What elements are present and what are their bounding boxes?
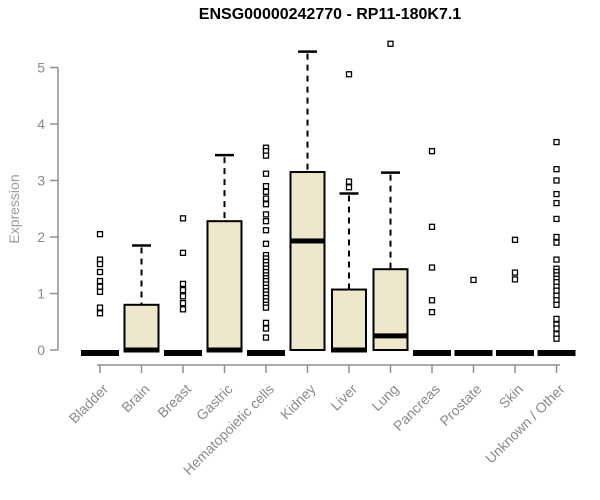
outlier-point-hematopoietic-cells — [262, 334, 270, 341]
x-axis-label-kidney: Kidney — [277, 381, 319, 423]
outlier-point-breast — [179, 286, 187, 294]
outlier-point-unknown-other — [553, 335, 560, 342]
outlier-point-unknown-other — [553, 138, 560, 146]
x-axis-label-prostate: Prostate — [436, 381, 484, 429]
median-line-liver — [331, 347, 367, 353]
outlier-point-unknown-other — [553, 199, 560, 207]
outlier-point-unknown-other — [553, 287, 560, 294]
y-axis-tick-label: 1 — [37, 286, 45, 302]
outlier-point-hematopoietic-cells — [262, 182, 270, 190]
y-axis-tick-label: 5 — [37, 60, 45, 76]
outlier-point-pancreas — [428, 264, 436, 271]
outlier-point-unknown-other — [553, 190, 560, 198]
y-axis-tick-label: 0 — [37, 342, 45, 358]
outlier-point-skin — [511, 236, 519, 243]
outlier-point-liver — [345, 178, 353, 185]
outlier-point-bladder — [96, 304, 104, 311]
outlier-point-liver — [345, 184, 353, 191]
outlier-point-lung — [387, 40, 394, 47]
x-axis-label-bladder: Bladder — [66, 381, 112, 427]
outlier-point-breast — [179, 215, 187, 222]
outlier-point-hematopoietic-cells — [262, 240, 270, 247]
outlier-point-hematopoietic-cells — [262, 170, 270, 177]
outlier-point-bladder — [96, 268, 104, 276]
outlier-point-hematopoietic-cells — [262, 211, 270, 218]
outlier-point-bladder — [96, 283, 104, 290]
median-line-breast — [164, 350, 202, 356]
box-liver — [331, 288, 367, 352]
x-axis-label-brain: Brain — [118, 381, 152, 415]
x-axis-label-unknown-other: Unknown / Other — [482, 381, 568, 467]
chart-title: ENSG00000242770 - RP11-180K7.1 — [198, 6, 462, 23]
outlier-point-breast — [179, 306, 187, 313]
x-axis-label-lung: Lung — [368, 381, 401, 414]
outlier-point-unknown-other — [553, 301, 560, 308]
outlier-point-unknown-other — [553, 315, 560, 323]
outlier-point-bladder — [96, 277, 104, 285]
outlier-point-unknown-other — [553, 177, 560, 184]
outlier-point-breast — [179, 299, 187, 307]
outlier-point-breast — [179, 280, 187, 288]
median-line-gastric — [206, 347, 243, 353]
outlier-point-bladder — [96, 310, 104, 317]
outlier-point-hematopoietic-cells — [262, 304, 270, 311]
outlier-point-breast — [179, 293, 187, 300]
outlier-point-pancreas — [428, 147, 436, 155]
median-line-bladder — [81, 350, 119, 356]
median-line-lung — [372, 333, 409, 339]
outlier-point-breast — [179, 249, 187, 256]
outlier-point-bladder — [96, 231, 104, 238]
outlier-point-hematopoietic-cells — [262, 319, 270, 327]
box-brain — [123, 303, 160, 351]
outlier-point-pancreas — [428, 223, 436, 230]
median-line-brain — [123, 347, 160, 353]
outlier-point-unknown-other — [553, 215, 560, 223]
box-kidney — [289, 171, 326, 351]
outlier-point-hematopoietic-cells — [262, 227, 270, 234]
outlier-point-hematopoietic-cells — [262, 325, 270, 332]
outlier-point-prostate — [470, 276, 477, 284]
y-axis-tick-label: 2 — [37, 229, 45, 245]
median-line-pancreas — [413, 350, 451, 356]
median-line-skin — [496, 350, 534, 356]
outlier-point-unknown-other — [553, 325, 560, 332]
y-axis-tick-label: 4 — [37, 116, 45, 132]
outlier-point-unknown-other — [553, 256, 560, 263]
box-gastric — [206, 220, 243, 351]
outlier-point-pancreas — [428, 308, 436, 316]
outlier-point-hematopoietic-cells — [262, 218, 270, 225]
outlier-point-pancreas — [428, 297, 436, 304]
median-line-prostate — [454, 350, 493, 356]
outlier-point-bladder — [96, 288, 104, 295]
outlier-point-bladder — [96, 260, 104, 268]
x-axis-label-liver: Liver — [327, 381, 360, 414]
median-line-hematopoietic-cells — [247, 350, 285, 356]
outlier-point-hematopoietic-cells — [262, 201, 270, 208]
median-line-kidney — [289, 238, 326, 244]
outlier-point-unknown-other — [553, 166, 560, 173]
outlier-point-unknown-other — [553, 239, 560, 246]
outlier-point-hematopoietic-cells — [262, 152, 270, 159]
y-axis-tick-label: 3 — [37, 173, 45, 189]
outlier-point-skin — [511, 269, 519, 276]
outlier-point-unknown-other — [553, 233, 560, 241]
x-axis-label-skin: Skin — [496, 381, 527, 412]
outlier-point-skin — [511, 276, 519, 283]
median-line-unknown-other — [537, 350, 576, 356]
x-axis-label-breast: Breast — [154, 381, 194, 421]
outlier-point-hematopoietic-cells — [262, 188, 270, 195]
outlier-point-hematopoietic-cells — [262, 195, 270, 202]
outlier-point-liver — [345, 71, 353, 78]
